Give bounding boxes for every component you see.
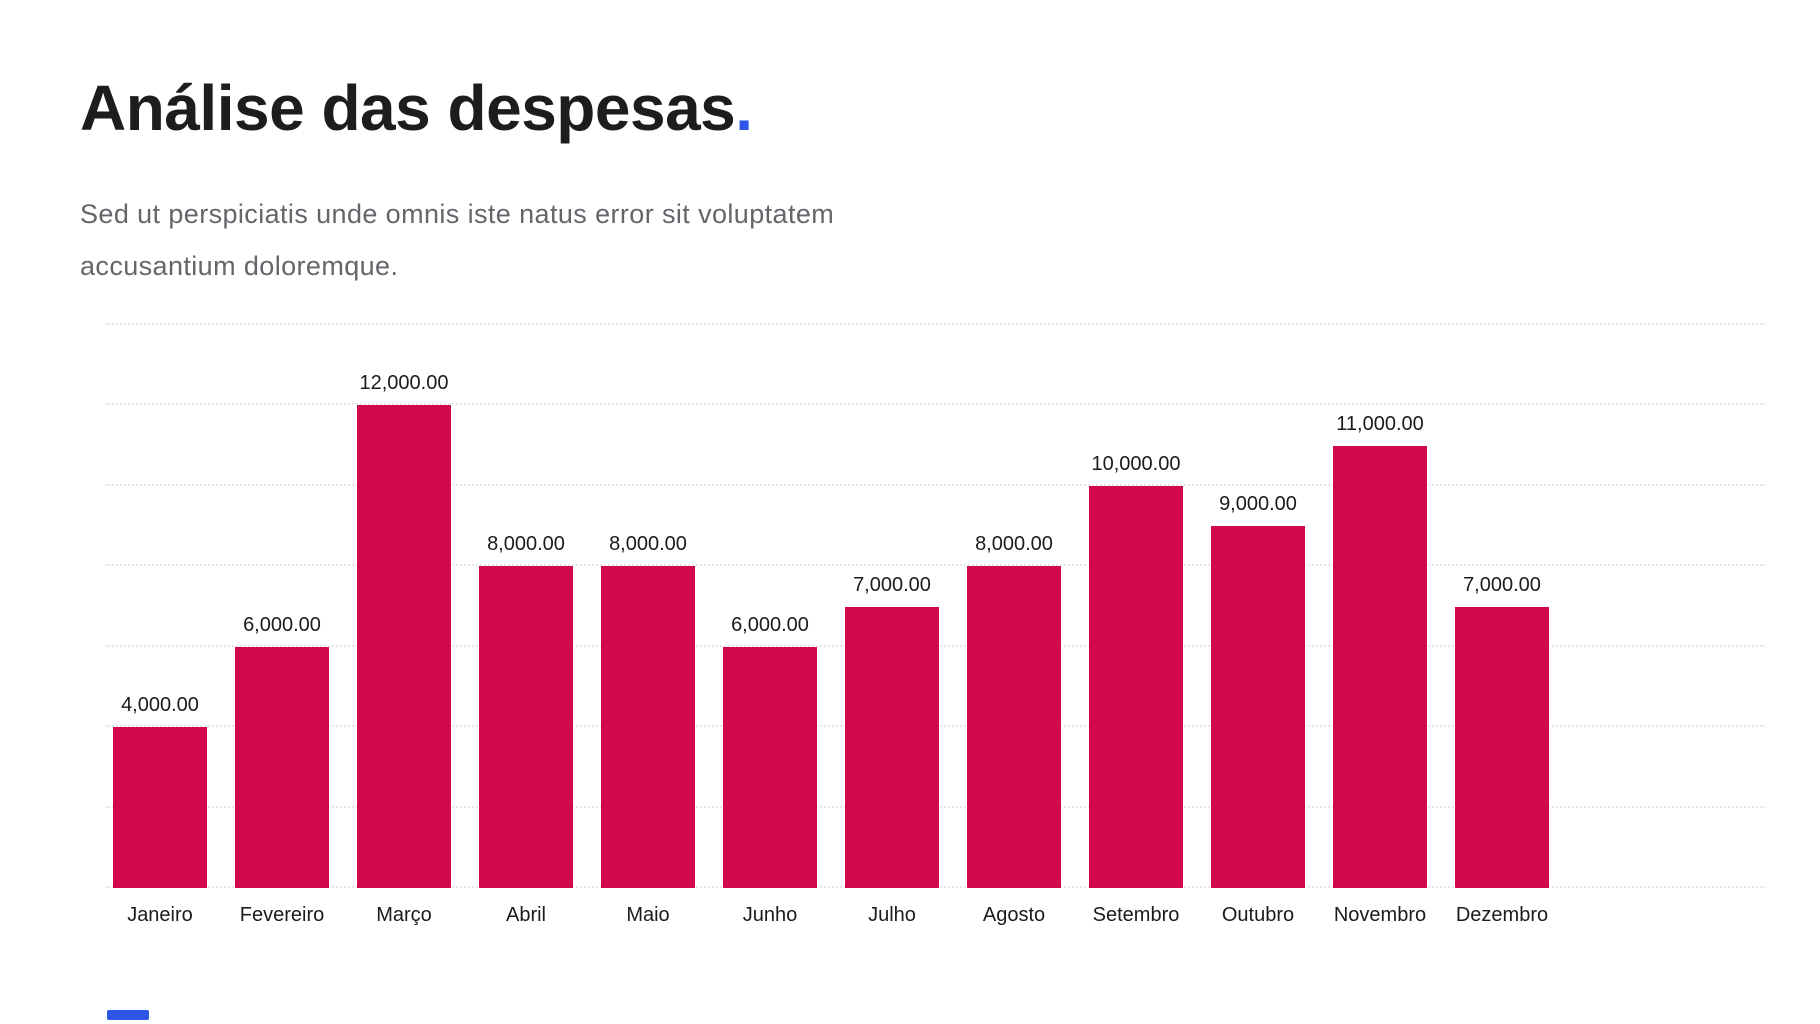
x-axis-label: Dezembro <box>1455 904 1549 926</box>
bar-value-label: 6,000.00 <box>243 613 321 636</box>
bar-value-label: 8,000.00 <box>487 533 565 556</box>
gridline <box>105 323 1765 325</box>
bar <box>723 646 817 888</box>
x-axis-label: Outubro <box>1221 904 1295 926</box>
bar-value-label: 7,000.00 <box>853 573 931 596</box>
x-axis-label: Abril <box>505 904 546 926</box>
x-axis-label: Maio <box>626 904 670 926</box>
bar-value-label: 10,000.00 <box>1091 452 1181 475</box>
bar-value-label: 7,000.00 <box>1463 573 1541 596</box>
bar-value-label: 4,000.00 <box>121 694 199 717</box>
bar <box>357 405 451 888</box>
bar <box>1455 606 1549 888</box>
page-title-text: Análise das despesas <box>80 72 736 144</box>
title-accent-period: . <box>735 72 753 144</box>
x-axis-label: Julho <box>868 904 916 926</box>
bar <box>1333 445 1427 888</box>
subtitle-line-2: accusantium doloremque. <box>80 251 399 281</box>
slide-progress-accent <box>107 1010 149 1020</box>
bar <box>113 727 207 888</box>
page-title: Análise das despesas. <box>80 76 753 140</box>
bar-value-label: 8,000.00 <box>609 533 687 556</box>
x-axis-label: Setembro <box>1092 904 1180 926</box>
x-axis-label: Agosto <box>982 904 1046 926</box>
x-axis-label: Fevereiro <box>239 904 325 926</box>
bar <box>1089 485 1183 888</box>
bar-chart: 4,000.00 Janeiro 6,000.00 Fevereiro 12,000.0… <box>105 323 1765 926</box>
bar-value-label: 8,000.00 <box>975 533 1053 556</box>
x-axis-label: Junho <box>742 904 798 926</box>
x-axis-label: Novembro <box>1333 904 1427 926</box>
bar <box>601 566 695 888</box>
subtitle-line-1: Sed ut perspiciatis unde omnis iste natu… <box>80 199 835 229</box>
gridline <box>105 564 1765 567</box>
gridline <box>105 483 1765 486</box>
bar <box>845 606 939 888</box>
bar <box>235 646 329 888</box>
bar-value-label: 6,000.00 <box>731 613 809 636</box>
bar-value-label: 11,000.00 <box>1336 412 1424 435</box>
x-axis-label: Janeiro <box>127 904 193 926</box>
bar-value-label: 9,000.00 <box>1219 493 1297 516</box>
x-axis-label: Março <box>376 904 432 926</box>
bar-value-label: 12,000.00 <box>359 372 449 395</box>
bar <box>1211 526 1305 888</box>
slide-header: Análise das despesas. <box>80 76 753 140</box>
bar <box>967 566 1061 888</box>
gridline <box>105 403 1765 406</box>
slide-subtitle: Sed ut perspiciatis unde omnis iste natu… <box>80 188 834 292</box>
bar <box>479 566 573 888</box>
